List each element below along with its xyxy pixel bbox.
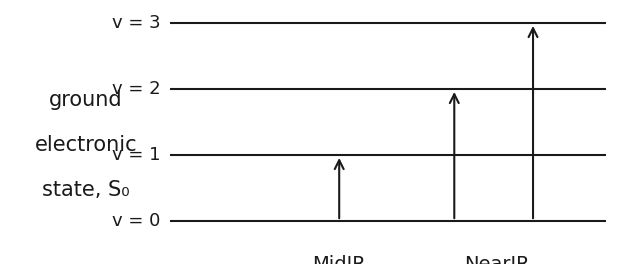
Text: v = 0: v = 0 <box>112 212 160 230</box>
Text: electronic: electronic <box>34 135 137 155</box>
Text: v = 3: v = 3 <box>112 14 160 32</box>
Text: v = 1: v = 1 <box>112 146 160 164</box>
Text: NearIR: NearIR <box>464 256 530 264</box>
Text: v = 2: v = 2 <box>112 80 160 98</box>
Text: MidIR: MidIR <box>312 256 366 264</box>
Text: ground: ground <box>49 90 123 110</box>
Text: state, S₀: state, S₀ <box>42 180 130 200</box>
